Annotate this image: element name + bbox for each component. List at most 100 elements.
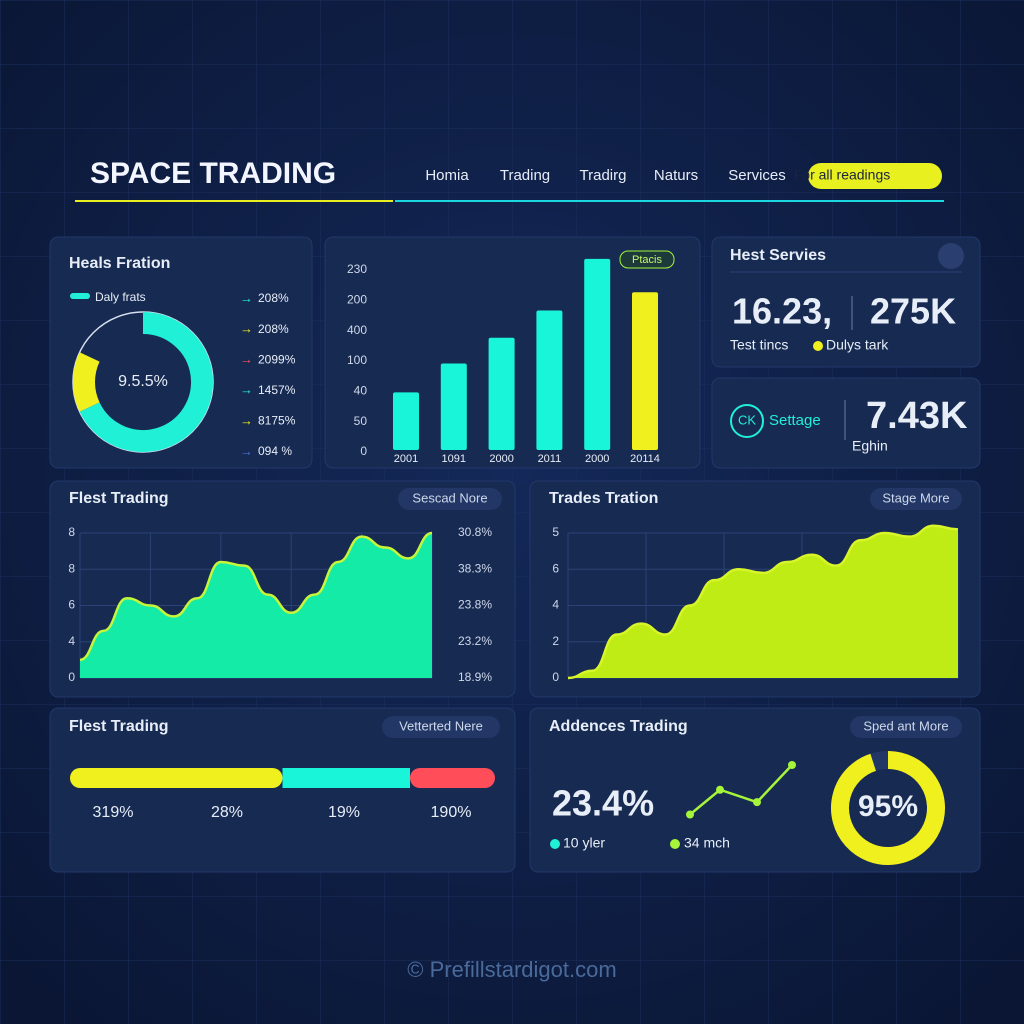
badge [619,250,675,269]
legend-arrow: → [240,413,253,428]
progress-label: 19% [328,804,360,821]
panel [49,707,516,873]
button[interactable] [870,488,962,510]
y-tick-label: 230 [347,262,367,276]
icon [730,404,764,438]
progress-segment [70,768,283,788]
stat-label: Dulys tark [826,337,889,353]
ring-label: 95% [858,790,918,823]
legend-label: 34 mch [684,835,730,851]
legend-value: 208% [258,291,289,305]
footer: © Prefillstardigot.com [407,957,616,982]
cta-label[interactable]: For all readings [794,167,891,183]
y-tick-label: 4 [68,634,75,648]
legend-dot [813,341,823,351]
nav-item[interactable]: Trading [500,167,550,184]
y2-tick-label: 23.2% [458,634,492,648]
legend-label: Daly frats [95,290,146,304]
x-tick-label: 2000 [585,453,609,465]
ring-value [831,751,945,865]
y-tick-label: 8 [68,525,75,539]
panel-title: Hest Servies [730,247,826,264]
y2-tick-label: 30.8% [458,525,492,539]
y-tick-label: 2 [552,634,559,648]
area [568,525,958,678]
donut-center: 9.5.5% [118,373,168,390]
y2-tick-label: 18.9% [458,670,492,684]
progress-label: 28% [211,804,243,821]
button[interactable] [382,716,500,738]
nav-item[interactable]: Services [728,167,786,184]
nav-item[interactable]: Homia [425,167,469,184]
y2-tick-label: 23.8% [458,598,492,612]
legend-label: 10 yler [563,835,605,851]
stat: 7.43K [866,395,968,437]
nav-item[interactable]: Naturs [654,167,698,184]
nav-item[interactable]: Tradirg [580,167,627,184]
legend-value: 2099% [258,352,296,366]
progress-segment [410,768,495,788]
y-tick-label: 0 [552,670,559,684]
y-tick-label: 6 [552,561,559,575]
progress-label: 190% [431,804,472,821]
panel-title: Flest Trading [69,718,169,735]
donut-segment [79,312,213,452]
bar [440,363,467,450]
legend-value: 1457% [258,383,296,397]
sparkline-point [716,785,724,794]
button-label[interactable]: Sped ant More [863,718,948,733]
stat-label: Eghin [852,438,888,454]
legend-value: 208% [258,322,289,336]
x-tick-label: 2001 [394,453,418,465]
y-tick-label: 6 [68,598,75,612]
app-title: SPACE TRADING [90,157,336,190]
bar [536,310,563,450]
button-label[interactable]: Vetterted Nere [399,718,483,733]
sparkline-point [753,798,761,807]
button-label[interactable]: Sescad Nore [412,490,487,505]
bar [584,258,611,450]
button-label[interactable]: Stage More [882,490,949,505]
badge-label: Ptacis [632,254,662,266]
y-tick-label: 200 [347,293,367,307]
y-tick-label: 0 [360,444,367,458]
stat: 275K [870,291,956,332]
area-line [79,531,433,662]
y-tick-label: 0 [68,670,75,684]
panel-title: Heals Fration [69,255,170,272]
legend-value: 8175% [258,414,296,428]
legend-arrow: → [240,443,253,458]
progress-segment [282,768,410,788]
area-line [567,524,959,680]
y-tick-label: 50 [354,414,368,428]
panel [529,707,981,873]
cta-button[interactable] [808,163,942,189]
donut-segment [73,352,100,412]
legend-dot [550,839,560,849]
legend-arrow: → [240,290,253,305]
x-tick-label: 2011 [538,453,562,465]
icon[interactable] [938,243,964,269]
bar [632,292,658,450]
panel-title: Addences Trading [549,718,688,735]
y-tick-label: 8 [68,561,75,575]
legend-arrow: → [240,321,253,336]
stat: 23.4% [552,783,654,824]
y2-tick-label: 38.3% [458,561,492,575]
legend-arrow: → [240,382,253,397]
y-tick-label: 5 [552,525,559,539]
legend-arrow: → [240,352,253,367]
area [80,533,432,678]
button[interactable] [850,716,962,738]
y-tick-label: 100 [347,353,367,367]
stat-label: Test tincs [730,337,788,353]
progress-label: 319% [93,804,134,821]
stat-label: Settage [769,412,821,429]
button[interactable] [398,488,502,510]
icon-label: CK [738,412,756,427]
sparkline [689,764,793,816]
sparkline-point [788,761,796,769]
legend-swatch [70,293,90,299]
legend-dot [670,839,680,849]
